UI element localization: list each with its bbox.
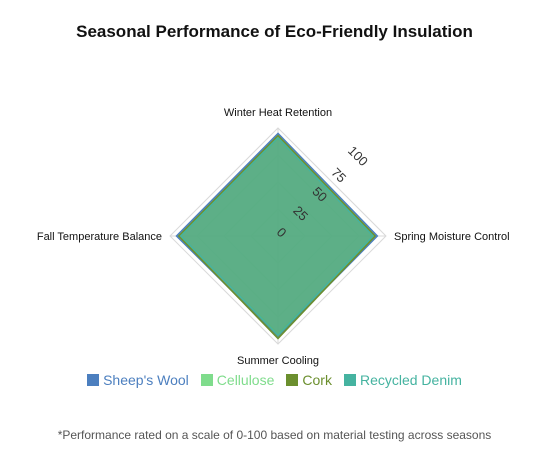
legend-item[interactable]: Recycled Denim	[343, 372, 462, 388]
axis-label: Summer Cooling	[237, 355, 319, 367]
legend-item[interactable]: Cork	[286, 372, 332, 388]
axis-label: Winter Heat Retention	[224, 107, 332, 119]
legend-label: Cork	[302, 372, 332, 388]
legend-item[interactable]: Cellulose	[200, 372, 275, 388]
legend-swatch	[343, 374, 356, 386]
chart-title: Seasonal Performance of Eco-Friendly Ins…	[76, 22, 473, 41]
series-area-3	[179, 136, 375, 337]
axis-label: Spring Moisture Control	[394, 231, 510, 243]
legend-swatch	[87, 374, 100, 386]
axis-label: Fall Temperature Balance	[37, 231, 162, 243]
legend-item[interactable]: Sheep's Wool	[87, 372, 189, 388]
chart-footnote: *Performance rated on a scale of 0-100 b…	[57, 428, 492, 442]
legend-swatch	[200, 374, 213, 386]
radial-tick-label: 75	[328, 165, 349, 186]
legend-label: Cellulose	[216, 372, 275, 388]
legend-label: Sheep's Wool	[103, 372, 189, 388]
chart-legend: Sheep's Wool Cellulose Cork Recycled Denim	[0, 372, 549, 388]
radial-tick-label: 100	[345, 143, 371, 169]
legend-label: Recycled Denim	[359, 372, 462, 388]
legend-swatch	[286, 374, 299, 386]
